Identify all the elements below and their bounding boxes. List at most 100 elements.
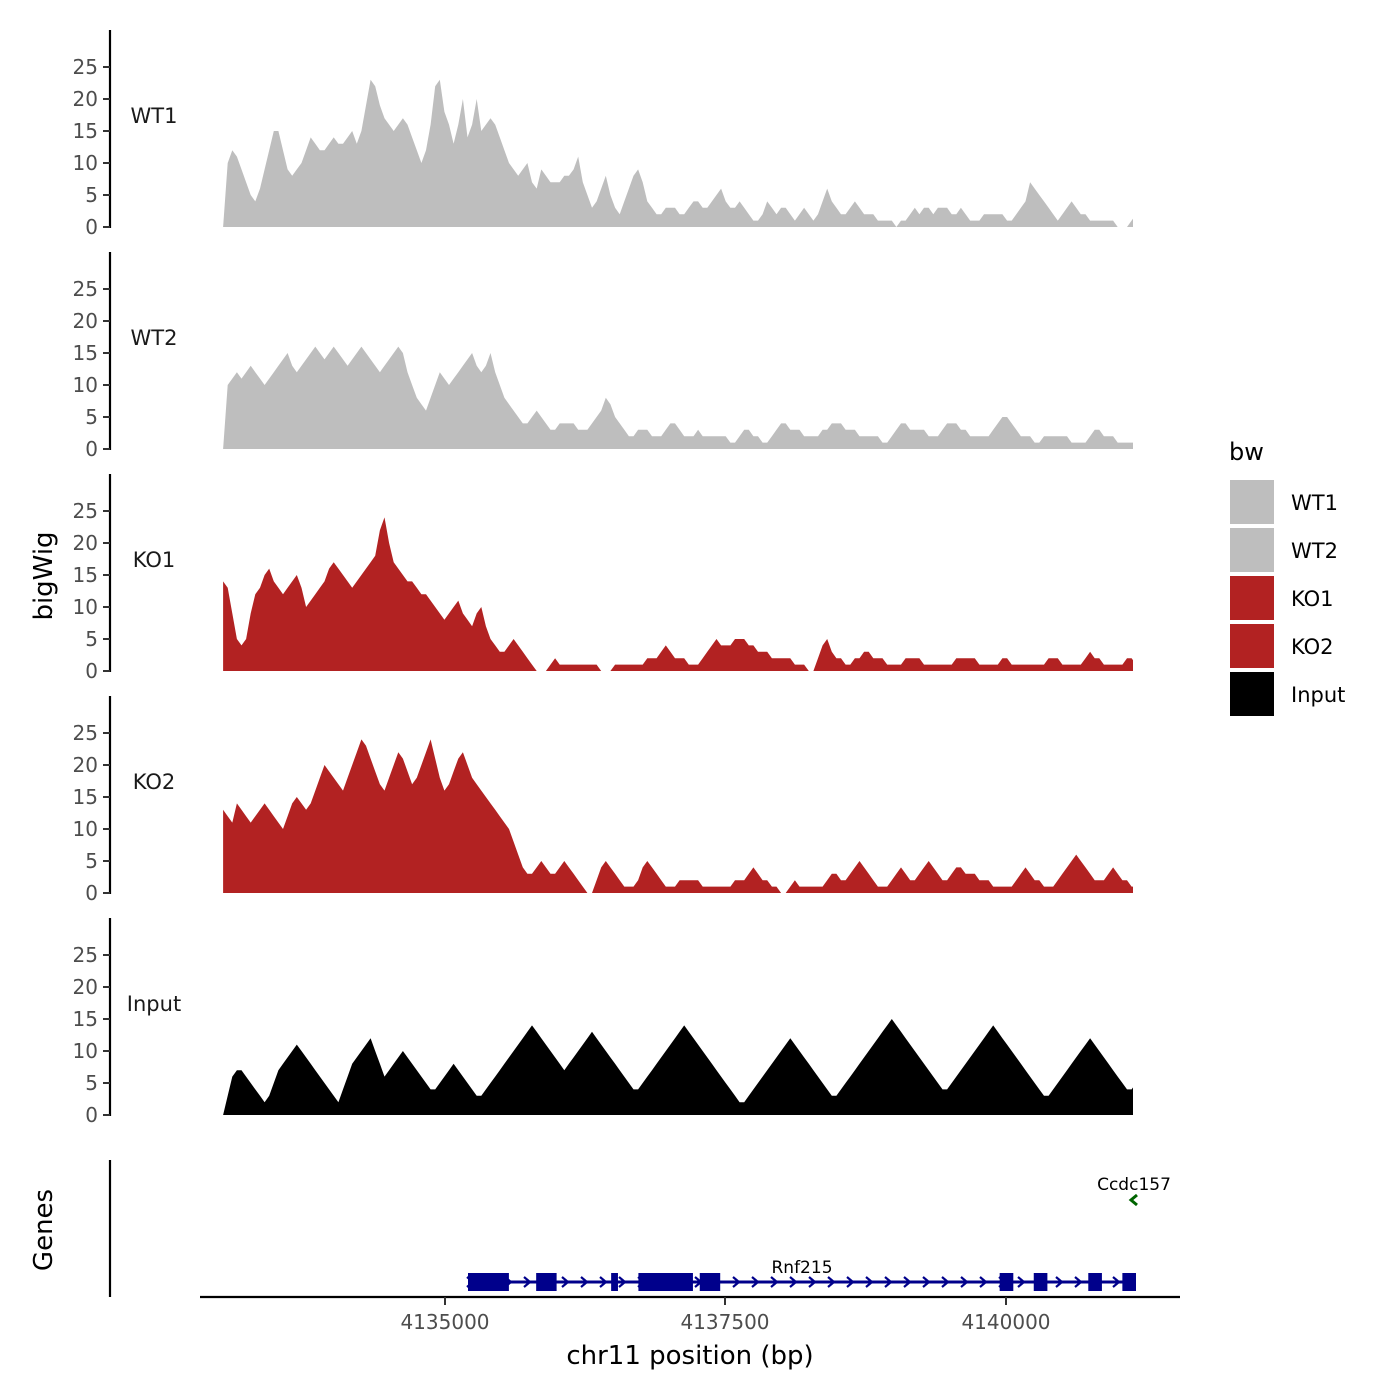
y-tick-label-wt1-15: 15 (73, 119, 98, 143)
y-tick-label-input-20: 20 (73, 975, 98, 999)
exon-rnf215-2 (536, 1273, 557, 1291)
y-tick-label-ko1-20: 20 (73, 531, 98, 555)
y-tick-label-wt1-25: 25 (73, 55, 98, 79)
area-ko2 (223, 739, 1247, 893)
gene-arrow-rnf215 (770, 1276, 779, 1288)
exon-rnf215-1 (468, 1273, 509, 1291)
area-mask-wt1 (1133, 30, 1400, 230)
y-tick-label-wt2-5: 5 (85, 405, 98, 429)
y-tick-label-ko1-25: 25 (73, 499, 98, 523)
area-ko1 (223, 517, 1252, 671)
x-tick-label-4135000: 4135000 (400, 1310, 489, 1334)
gene-arrow-rnf215 (979, 1276, 988, 1288)
area-mask-ko2 (1133, 696, 1400, 896)
y-tick-label-ko2-20: 20 (73, 753, 98, 777)
legend-swatch-ko1 (1230, 576, 1274, 620)
genes-axis-label: Genes (29, 1189, 59, 1271)
gene-arrow-rnf215 (1055, 1276, 1064, 1288)
y-tick-label-wt1-0: 0 (85, 215, 98, 239)
y-tick-label-wt2-15: 15 (73, 341, 98, 365)
area-wt1 (223, 79, 1238, 227)
legend-label-wt1: WT1 (1291, 491, 1338, 515)
y-tick-label-input-5: 5 (85, 1071, 98, 1095)
y-tick-label-ko1-15: 15 (73, 563, 98, 587)
gene-arrow-rnf215 (941, 1276, 950, 1288)
y-tick-label-ko2-15: 15 (73, 785, 98, 809)
track-wt1: 0 5 10 15 20 25 WT1 (73, 30, 1400, 239)
tracks-group: 0510152025WT10510152025WT20510152025KO10… (73, 30, 1400, 1127)
track-label-wt2: WT2 (131, 326, 178, 350)
area-input (223, 1019, 1238, 1115)
track-ko2: 0 5 10 15 20 25 KO2 (73, 696, 1400, 905)
gene-arrow-rnf215 (903, 1276, 912, 1288)
y-tick-label-input-10: 10 (73, 1039, 98, 1063)
area-wt2 (223, 346, 1257, 449)
legend-title: bw (1229, 438, 1264, 466)
y-tick-label-input-25: 25 (73, 943, 98, 967)
y-tick-label-ko2-10: 10 (73, 817, 98, 841)
gene-arrow-rnf215 (751, 1276, 760, 1288)
gene-arrow-rnf215 (865, 1276, 874, 1288)
gene-arrow-rnf215 (808, 1276, 817, 1288)
gene-arrow-rnf215 (1112, 1276, 1121, 1288)
gene-arrow-rnf215 (732, 1276, 741, 1288)
y-tick-label-wt2-25: 25 (73, 277, 98, 301)
x-tick-label-4137500: 4137500 (680, 1310, 769, 1334)
exon-rnf215-8 (1088, 1273, 1102, 1291)
gene-label-rnf215: Rnf215 (771, 1258, 832, 1278)
track-ko1: 0 5 10 15 20 25 KO1 (73, 474, 1400, 683)
track-label-ko2: KO2 (133, 770, 176, 794)
area-mask-input (1133, 918, 1400, 1118)
y-tick-label-ko2-25: 25 (73, 721, 98, 745)
legend-label-ko2: KO2 (1291, 635, 1334, 659)
y-tick-label-wt1-20: 20 (73, 87, 98, 111)
y-tick-label-wt2-10: 10 (73, 373, 98, 397)
gene-arrow-rnf215 (580, 1276, 589, 1288)
gene-arrow-rnf215 (1017, 1276, 1026, 1288)
gene-arrow-rnf215 (523, 1276, 532, 1288)
x-tick-label-4140000: 4140000 (961, 1310, 1050, 1334)
gene-ccdc157: Ccdc157 (1097, 1175, 1171, 1207)
exon-rnf215-4 (638, 1273, 693, 1291)
exon-rnf215-7 (1033, 1273, 1048, 1291)
y-axis-label: bigWig (29, 531, 59, 620)
area-mask-wt2 (1133, 252, 1400, 452)
legend-label-input: Input (1291, 683, 1345, 707)
track-input: 0 5 10 15 20 25 Input (73, 918, 1400, 1127)
legend-label-wt2: WT2 (1291, 539, 1338, 563)
x-axis-label: chr11 position (bp) (566, 1341, 813, 1371)
y-tick-label-ko1-0: 0 (85, 659, 98, 683)
gene-arrow-rnf215 (827, 1276, 836, 1288)
track-wt2: 0 5 10 15 20 25 WT2 (73, 252, 1400, 461)
y-tick-label-wt2-0: 0 (85, 437, 98, 461)
gene-rnf215: Rnf215 (466, 1258, 1136, 1291)
gene-arrow-ccdc157 (1128, 1193, 1138, 1207)
y-tick-label-input-15: 15 (73, 1007, 98, 1031)
gene-arrow-rnf215 (960, 1276, 969, 1288)
track-label-input: Input (127, 992, 181, 1016)
legend-label-ko1: KO1 (1291, 587, 1334, 611)
legend-swatch-input (1230, 672, 1274, 716)
y-tick-label-ko2-0: 0 (85, 881, 98, 905)
y-tick-label-wt1-5: 5 (85, 183, 98, 207)
track-label-ko1: KO1 (133, 548, 176, 572)
y-tick-label-wt2-20: 20 (73, 309, 98, 333)
gene-arrow-rnf215 (884, 1276, 893, 1288)
gene-arrow-rnf215 (846, 1276, 855, 1288)
gene-label-ccdc157: Ccdc157 (1097, 1175, 1171, 1195)
gene-arrow-rnf215 (1074, 1276, 1083, 1288)
y-tick-label-ko1-10: 10 (73, 595, 98, 619)
exon-rnf215-5 (699, 1273, 721, 1291)
y-tick-label-input-0: 0 (85, 1103, 98, 1127)
gene-arrow-rnf215 (618, 1276, 627, 1288)
legend-swatch-wt1 (1230, 480, 1274, 524)
y-tick-label-ko2-5: 5 (85, 849, 98, 873)
gene-arrow-rnf215 (789, 1276, 798, 1288)
legend-swatch-ko2 (1230, 624, 1274, 668)
gene-arrow-rnf215 (561, 1276, 570, 1288)
legend-swatch-wt2 (1230, 528, 1274, 572)
legend: bw WT1 WT2 KO1 KO2 Input (1229, 438, 1345, 716)
gene-arrow-rnf215 (599, 1276, 608, 1288)
y-tick-label-ko1-5: 5 (85, 627, 98, 651)
